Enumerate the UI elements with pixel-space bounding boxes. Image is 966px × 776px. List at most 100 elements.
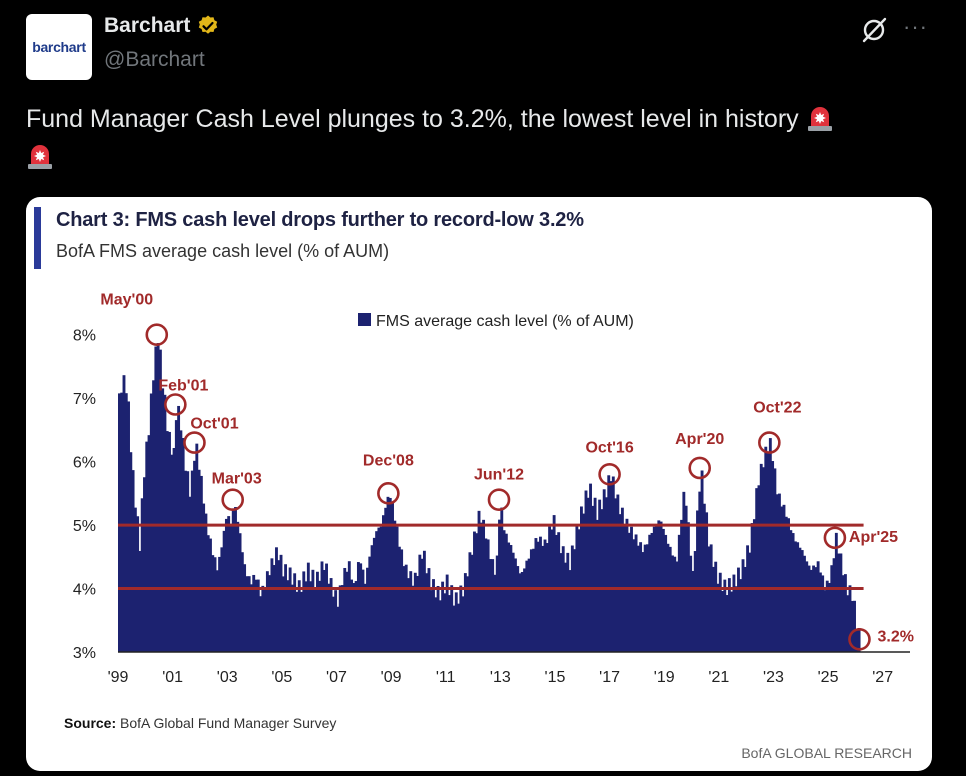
legend: FMS average cash level (% of AUM) (358, 313, 634, 330)
bar-area (118, 343, 861, 652)
bar (523, 568, 526, 652)
bar (488, 559, 492, 652)
bar (222, 530, 226, 652)
bar (800, 550, 804, 652)
bar (702, 503, 706, 652)
bar (224, 518, 228, 652)
legend-label: FMS average cash level (% of AUM) (376, 313, 634, 330)
author-handle[interactable]: @Barchart (104, 48, 205, 71)
avatar[interactable]: barchart (26, 14, 92, 80)
bar (509, 545, 513, 652)
bar (352, 583, 356, 652)
grok-icon[interactable] (860, 16, 888, 44)
bar (202, 503, 206, 652)
bar (773, 468, 777, 652)
bar (689, 555, 693, 652)
bar (363, 583, 367, 652)
bar (375, 531, 379, 652)
tweet-text: Fund Manager Cash Level plunges to 3.2%,… (26, 100, 926, 176)
bar (664, 534, 668, 652)
bar (245, 576, 249, 652)
bar (388, 497, 392, 652)
bar (468, 552, 472, 652)
bar (477, 510, 481, 652)
annotation-label: Dec'08 (363, 452, 414, 469)
bar (844, 574, 847, 652)
bar (361, 569, 365, 652)
axes: 3% 4% 5% 6% 7% 8% '99 '01 '03 '05 '07 '09 '11 '13 '15 '… (73, 328, 910, 686)
author-name-row[interactable]: Barchart (104, 14, 220, 38)
bar (147, 435, 151, 652)
bar (331, 596, 335, 652)
bar (393, 520, 397, 652)
x-tick-label: '17 (599, 669, 620, 686)
bar (659, 521, 663, 652)
bar (721, 591, 724, 652)
bar (491, 559, 495, 652)
bar (746, 545, 750, 652)
bar (445, 574, 449, 652)
bar (172, 448, 176, 652)
bar (691, 570, 695, 652)
bar (443, 593, 447, 652)
brand-footer: BofA GLOBAL RESEARCH (741, 745, 912, 761)
bar (709, 544, 713, 652)
bar (320, 561, 324, 652)
annotation-circle (688, 456, 712, 480)
bar (452, 605, 456, 652)
bar (416, 575, 420, 652)
bar (641, 552, 645, 652)
bar (254, 579, 258, 652)
bar (634, 534, 638, 652)
bar (359, 563, 363, 652)
bar (400, 549, 404, 652)
bar (589, 483, 592, 652)
bar (327, 583, 331, 652)
bar (855, 630, 859, 652)
bar (163, 394, 167, 652)
x-tick-label: '19 (654, 669, 675, 686)
bar (272, 565, 276, 652)
bar (793, 541, 797, 652)
bar (209, 538, 212, 652)
bar (550, 529, 554, 652)
bar (570, 545, 574, 652)
bar (181, 438, 185, 652)
chart-image-card[interactable]: Chart 3: FMS cash level drops further to… (26, 197, 932, 771)
bar (334, 590, 338, 652)
bar (609, 481, 613, 652)
bar (234, 506, 237, 652)
x-tick-label: '01 (162, 669, 183, 686)
bar (454, 592, 458, 652)
bar (514, 558, 517, 652)
bar (306, 562, 310, 652)
annotation-label: Apr'20 (675, 431, 724, 448)
x-tick-label: '27 (872, 669, 893, 686)
bar (502, 530, 506, 652)
bar (136, 516, 140, 652)
bar (288, 567, 292, 652)
more-options-icon[interactable]: ··· (903, 14, 928, 39)
bar (316, 571, 319, 652)
legend-swatch (358, 313, 371, 326)
bar (311, 569, 315, 652)
bar (268, 575, 272, 652)
bar (764, 446, 768, 652)
annotation-label: Oct'16 (585, 439, 633, 456)
bar (666, 543, 670, 652)
bar (643, 544, 647, 652)
author-name[interactable]: Barchart (104, 14, 191, 37)
bar (545, 543, 549, 652)
bar (322, 569, 326, 652)
bar (796, 542, 800, 652)
bar (730, 591, 734, 652)
bar (737, 567, 740, 652)
bar (356, 562, 360, 652)
bar (602, 489, 606, 652)
bar (618, 514, 622, 652)
x-tick-label: '09 (381, 669, 402, 686)
source-text: BofA Global Fund Manager Survey (120, 715, 337, 731)
bar (714, 561, 718, 652)
annotation-label: Oct'01 (190, 416, 238, 433)
bar (404, 564, 408, 652)
